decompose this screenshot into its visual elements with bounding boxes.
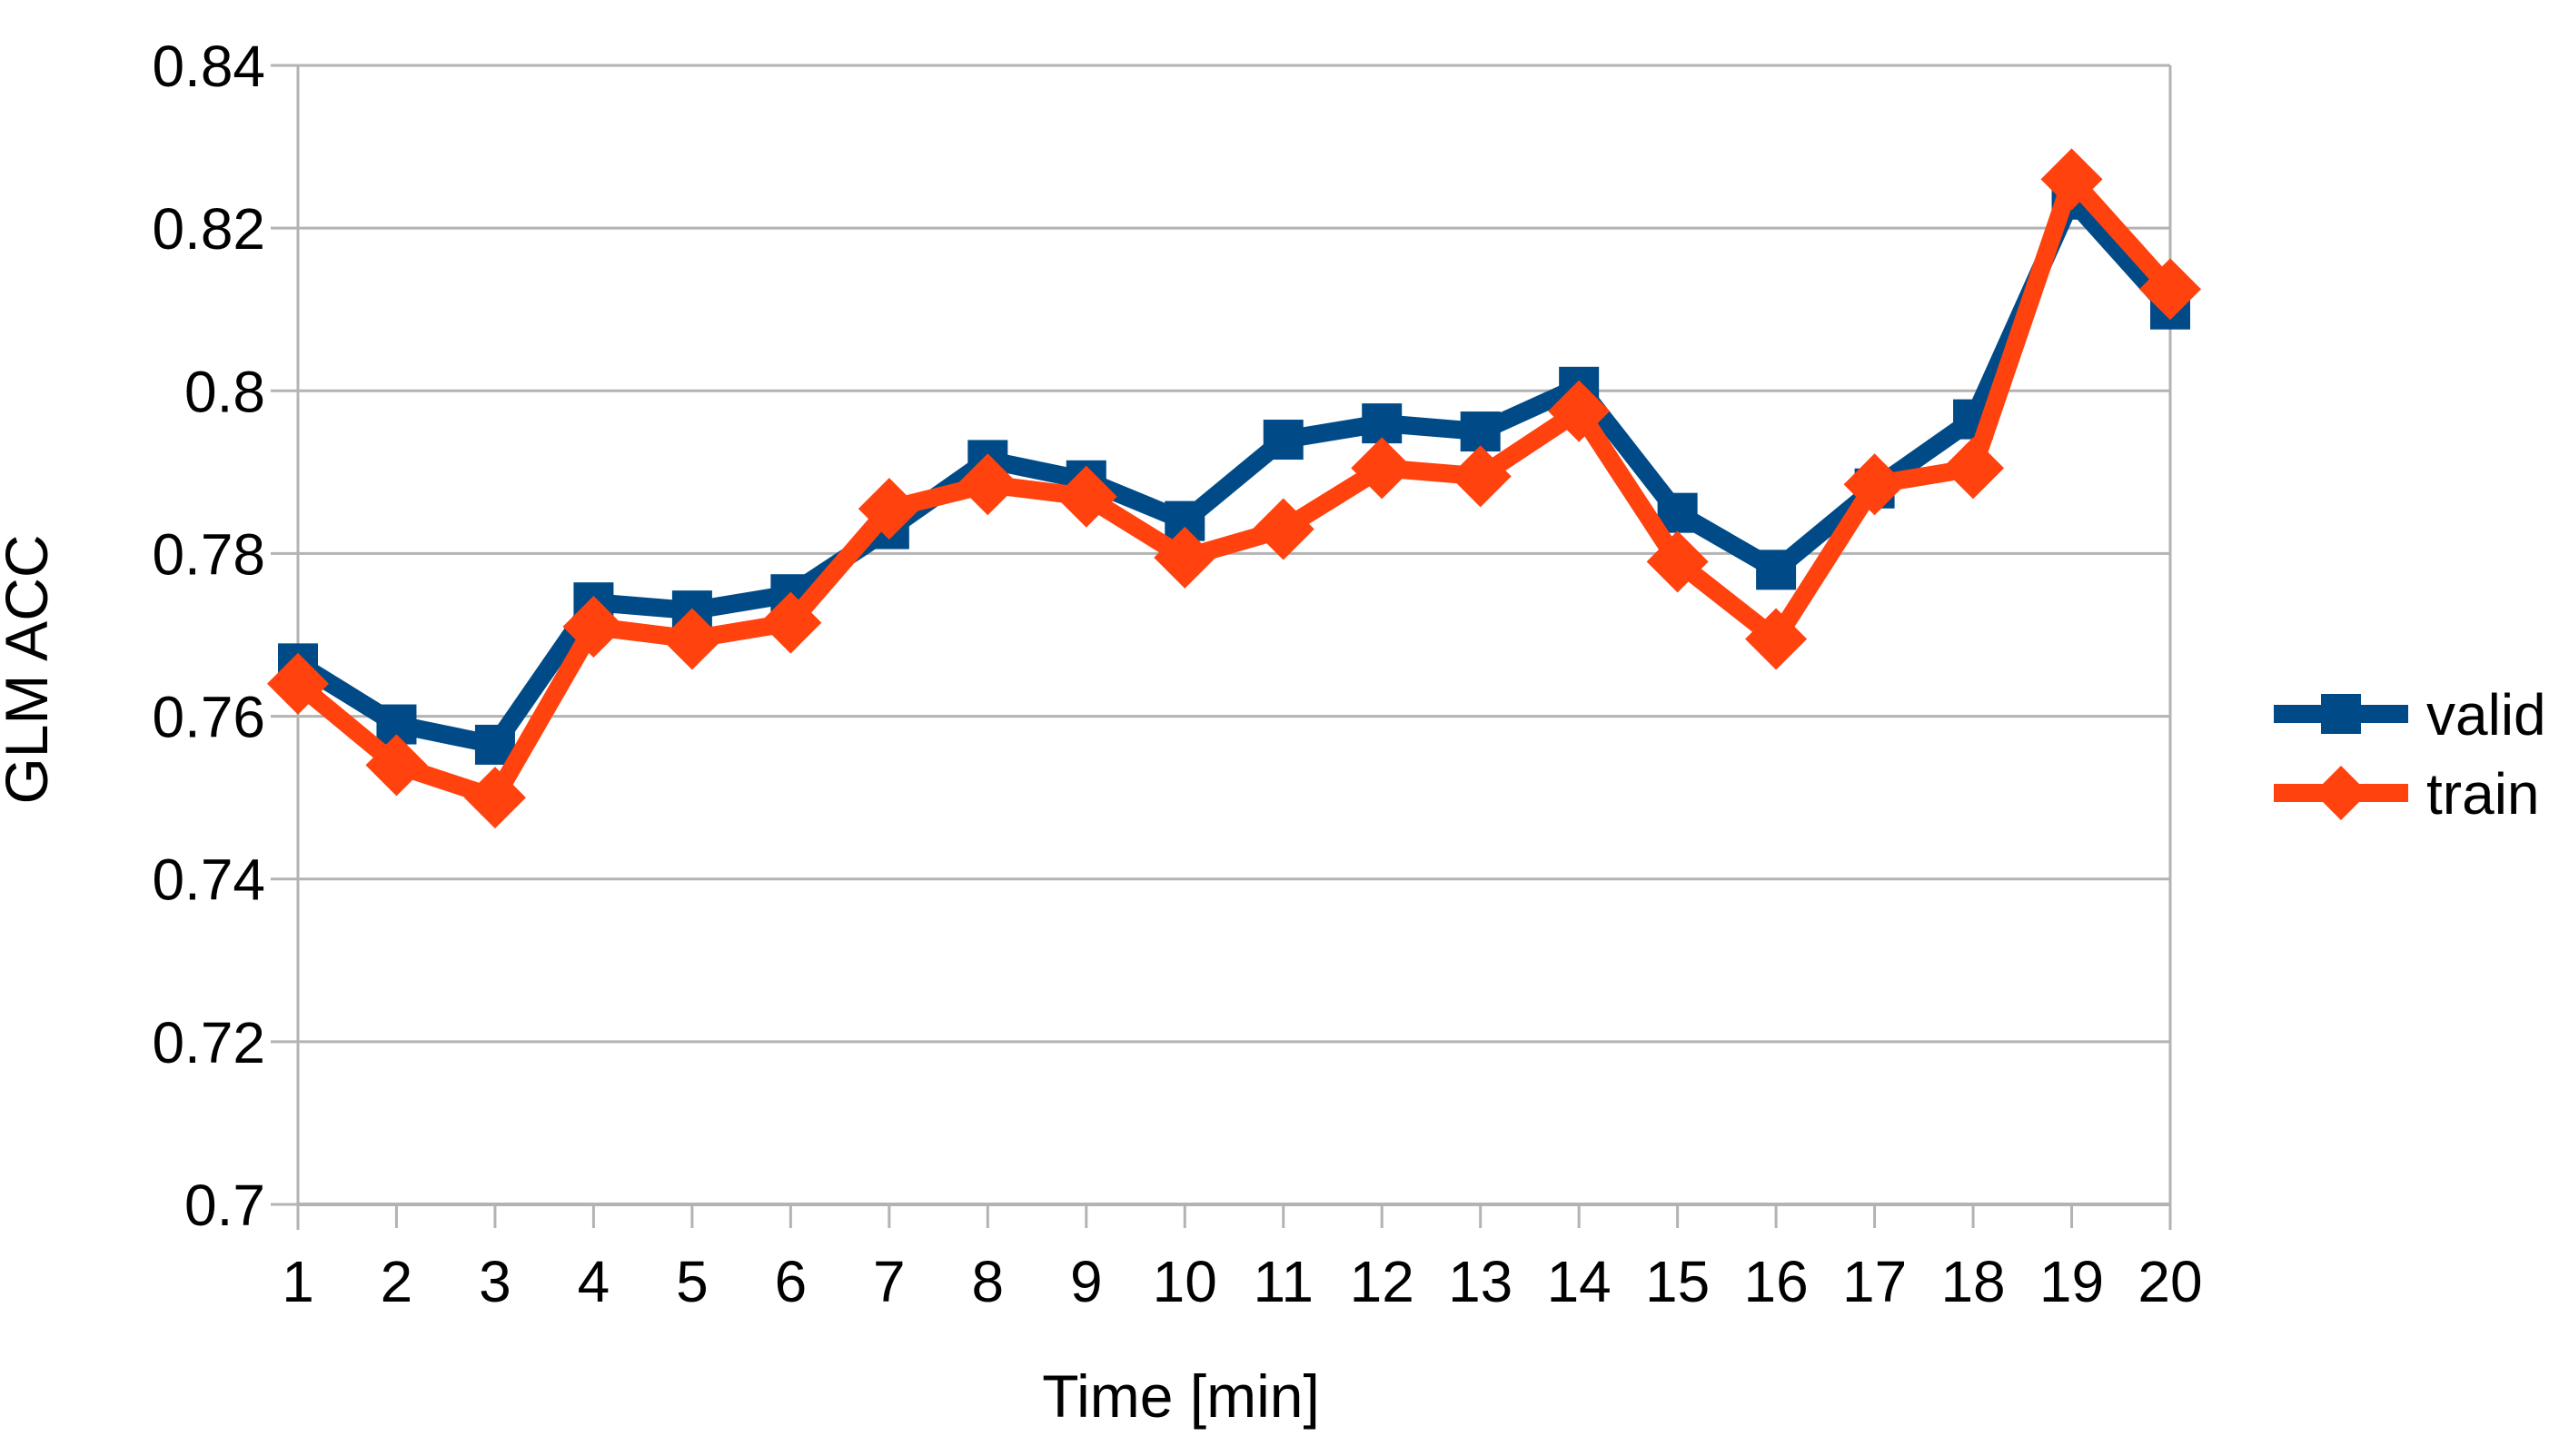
x-tick-label: 11: [1254, 1249, 1314, 1314]
x-tick-label: 1: [282, 1249, 314, 1314]
legend-square-marker-icon: [2321, 694, 2361, 734]
diamond-marker-train: [957, 453, 1019, 516]
x-tick-label: 17: [1842, 1249, 1907, 1314]
x-tick-label: 18: [1940, 1249, 2005, 1314]
square-marker-valid: [1756, 550, 1797, 590]
diamond-marker-train: [1351, 437, 1413, 500]
x-tick-label: 7: [873, 1249, 906, 1314]
y-tick-label: 0.82: [152, 196, 265, 262]
legend-diamond-marker-icon: [2314, 766, 2368, 820]
diamond-marker-train: [2040, 148, 2103, 211]
square-marker-valid: [1460, 411, 1501, 452]
diamond-marker-train: [660, 608, 723, 670]
x-tick-label: 13: [1448, 1249, 1513, 1314]
square-marker-valid: [1263, 420, 1304, 461]
y-tick-label: 0.84: [152, 34, 265, 99]
x-tick-label: 5: [676, 1249, 709, 1314]
x-tick-label: 3: [479, 1249, 511, 1314]
diamond-marker-train: [1154, 526, 1216, 589]
legend-label-valid: valid: [2426, 682, 2546, 748]
y-tick-label: 0.7: [184, 1173, 265, 1238]
y-tick-label: 0.74: [152, 847, 265, 913]
diamond-marker-train: [463, 767, 526, 829]
diamond-marker-train: [858, 478, 920, 540]
legend-label-train: train: [2426, 761, 2540, 827]
diamond-marker-train: [1942, 437, 2005, 500]
legend-item-valid: valid: [2274, 682, 2546, 748]
square-marker-valid: [1362, 403, 1403, 444]
y-tick-label: 0.8: [184, 359, 265, 424]
diamond-marker-train: [1449, 445, 1512, 508]
x-tick-label: 16: [1744, 1249, 1809, 1314]
y-tick-label: 0.72: [152, 1010, 265, 1075]
x-tick-label: 6: [775, 1249, 808, 1314]
x-tick-label: 20: [2138, 1249, 2202, 1314]
diamond-marker-train: [2139, 258, 2201, 321]
x-tick-label: 2: [381, 1249, 413, 1314]
y-axis-title: GLM ACC: [0, 534, 60, 804]
y-tick-label: 0.78: [152, 521, 265, 587]
diamond-marker-train: [365, 734, 428, 797]
y-tick-labels: 0.7 0.72 0.74 0.76 0.78 0.8 0.82 0.84: [152, 34, 265, 1238]
diamond-marker-train: [1548, 380, 1611, 442]
diamond-marker-train: [1843, 453, 1906, 516]
x-tick-label: 8: [972, 1249, 1005, 1314]
diamond-marker-train: [1055, 465, 1117, 528]
x-tick-label: 12: [1350, 1249, 1414, 1314]
diamond-marker-train: [562, 596, 625, 659]
x-tick-label: 10: [1153, 1249, 1217, 1314]
x-tick-label: 9: [1070, 1249, 1103, 1314]
gridlines: [298, 64, 2170, 1206]
x-tick-label: 19: [2039, 1249, 2104, 1314]
x-axis-title: Time [min]: [1042, 1362, 1320, 1430]
diamond-marker-train: [267, 652, 329, 715]
x-tick-label: 14: [1547, 1249, 1612, 1314]
diamond-marker-train: [1646, 530, 1709, 593]
diamond-marker-train: [759, 591, 822, 654]
legend: valid train: [2274, 682, 2546, 827]
x-tick-label: 15: [1645, 1249, 1710, 1314]
legend-item-train: train: [2274, 761, 2540, 827]
diamond-marker-train: [1252, 498, 1314, 560]
x-tick-label: 4: [578, 1249, 610, 1314]
x-tick-labels: 1 2 3 4 5 6 7 8 9 10 11 12 13 14 15 16 17 18 19 20: [282, 1249, 2202, 1314]
y-tick-label: 0.76: [152, 685, 265, 750]
diamond-marker-train: [1745, 608, 1808, 670]
series-layer: [267, 148, 2201, 829]
